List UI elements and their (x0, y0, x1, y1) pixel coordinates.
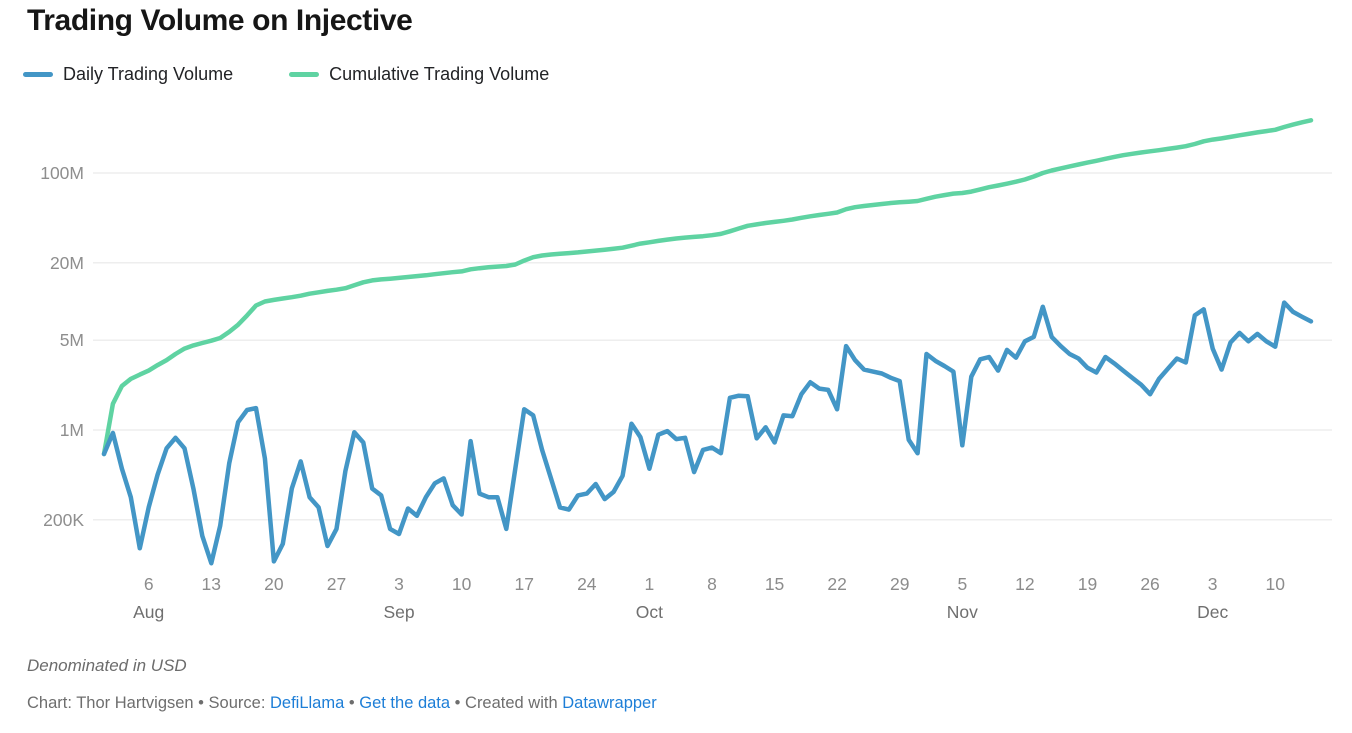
x-axis-day-label: 8 (707, 574, 717, 594)
x-axis-day-label: 29 (890, 574, 909, 594)
y-axis-label: 5M (60, 330, 84, 350)
x-axis-day-label: 26 (1140, 574, 1159, 594)
x-axis-day-label: 22 (827, 574, 846, 594)
x-axis-day-label: 27 (327, 574, 346, 594)
x-axis-day-label: 3 (394, 574, 404, 594)
datawrapper-link[interactable]: Datawrapper (562, 694, 657, 712)
legend-item-cumulative: Cumulative Trading Volume (289, 64, 549, 85)
credit-line: Chart: Thor Hartvigsen • Source: DefiLla… (27, 694, 657, 713)
legend-item-daily: Daily Trading Volume (23, 64, 233, 85)
x-axis-month-label: Oct (636, 602, 663, 622)
x-axis-day-label: 1 (645, 574, 655, 594)
y-axis-label: 200K (43, 510, 84, 530)
y-axis-label: 100M (40, 163, 84, 183)
get-the-data-link[interactable]: Get the data (359, 694, 451, 712)
credit-sep1: • (344, 694, 360, 712)
cumulative-volume-line[interactable] (101, 118, 1314, 457)
legend-label-daily: Daily Trading Volume (63, 64, 234, 84)
x-axis-month-label: Dec (1197, 602, 1228, 622)
y-axis-label: 20M (50, 253, 84, 273)
x-axis-day-label: 20 (264, 574, 284, 594)
credit-sep2: • Created with (450, 694, 563, 712)
x-axis-day-label: 12 (1015, 574, 1034, 594)
daily-volume-line[interactable] (101, 300, 1314, 566)
cumulative-line-swatch-icon (289, 72, 320, 77)
x-axis-day-label: 17 (514, 574, 533, 594)
x-axis-day-label: 6 (144, 574, 154, 594)
chart-title: Trading Volume on Injective (27, 4, 413, 37)
source-link[interactable]: DefiLlama (270, 694, 345, 712)
legend: Daily Trading Volume Cumulative Trading … (23, 64, 549, 85)
x-axis-day-label: 19 (1078, 574, 1097, 594)
footnote: Denominated in USD (27, 656, 187, 675)
x-axis-day-label: 10 (452, 574, 472, 594)
x-axis-day-label: 3 (1208, 574, 1218, 594)
legend-label-cumulative: Cumulative Trading Volume (329, 64, 550, 84)
credit-prefix: Chart: Thor Hartvigsen • Source: (27, 694, 270, 712)
daily-line-swatch-icon (23, 72, 53, 77)
x-axis-month-label: Aug (133, 602, 164, 622)
y-axis-label: 1M (60, 420, 84, 440)
x-axis-day-label: 5 (957, 574, 967, 594)
x-axis-day-label: 24 (577, 574, 597, 594)
x-axis-day-label: 15 (765, 574, 784, 594)
x-axis-month-label: Nov (947, 602, 978, 622)
x-axis-day-label: 13 (202, 574, 221, 594)
x-axis-month-label: Sep (383, 602, 414, 622)
x-axis-day-label: 10 (1266, 574, 1286, 594)
